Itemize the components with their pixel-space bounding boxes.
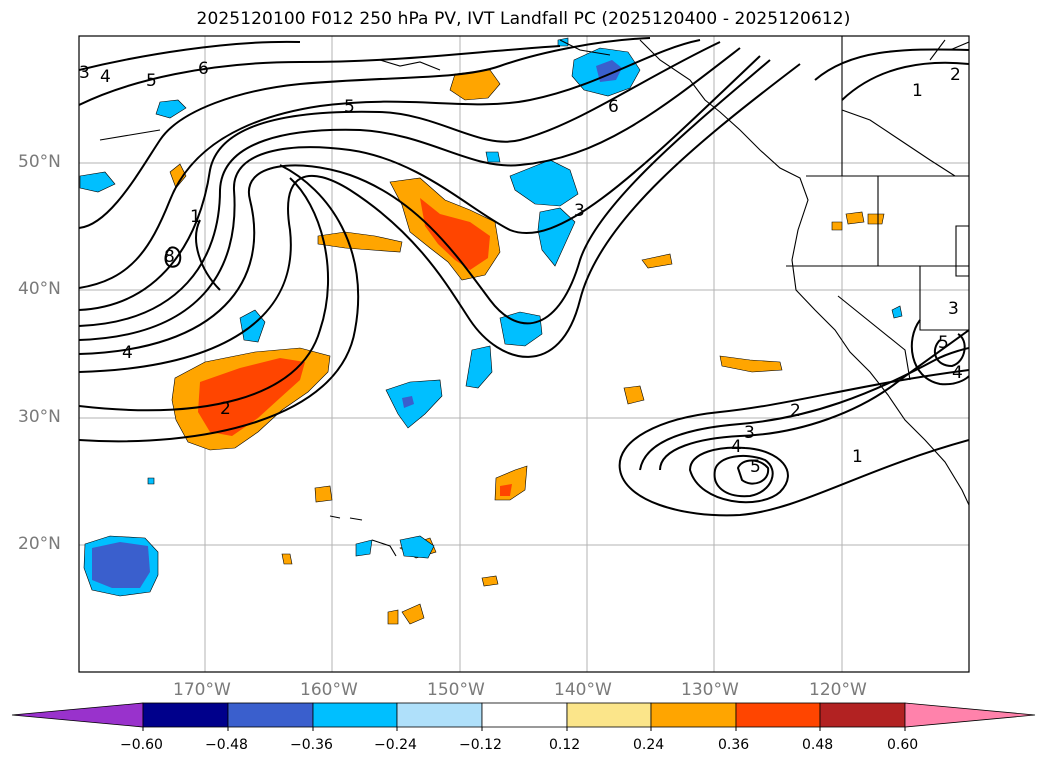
contour-label: 2 — [220, 399, 231, 419]
contour-label: 2 — [950, 65, 961, 85]
contour-label: 5 — [146, 71, 157, 91]
contour-label: 4 — [122, 343, 133, 363]
lat-label-40n: 40°N — [18, 279, 61, 299]
colorbar-tick: 0.12 — [549, 737, 581, 753]
lon-label-140w: 140°W — [554, 680, 612, 700]
lon-label-130w: 130°W — [681, 680, 739, 700]
colorbar-tick: 0.24 — [633, 737, 665, 753]
positive-pc-red — [198, 198, 512, 496]
contour-label: 8 — [164, 247, 175, 267]
contour-label: 5 — [750, 457, 761, 477]
contour-label: 2 — [790, 401, 801, 421]
contour-label: 3 — [79, 63, 90, 83]
colorbar-tick: −0.24 — [374, 737, 417, 753]
coastlines — [99, 36, 969, 557]
contour-label: 3 — [744, 423, 755, 443]
colorbar — [11, 702, 1036, 731]
colorbar-tick: −0.60 — [120, 737, 163, 753]
colorbar-tick: −0.12 — [459, 737, 502, 753]
gridlines — [79, 36, 969, 672]
lon-label-120w: 120°W — [809, 680, 867, 700]
contour-label: 6 — [198, 59, 209, 79]
lon-label-150w: 150°W — [427, 680, 485, 700]
contour-label: 5 — [344, 97, 355, 117]
contour-label: 1 — [852, 447, 863, 467]
colorbar-tick: 0.36 — [718, 737, 750, 753]
lon-label-160w: 160°W — [300, 680, 358, 700]
contour-label: 3 — [948, 299, 959, 319]
lat-label-20n: 20°N — [18, 534, 61, 554]
map-title: 2025120100 F012 250 hPa PV, IVT Landfall… — [196, 9, 851, 29]
map-background — [79, 36, 969, 672]
contour-label: 1 — [912, 81, 923, 101]
colorbar-extend-low — [11, 702, 144, 728]
contour-label: 5 — [938, 333, 949, 353]
map-frame — [78, 35, 970, 673]
contour-label: 6 — [608, 97, 619, 117]
colorbar-extend-high — [904, 702, 1036, 728]
contour-label: 4 — [100, 67, 111, 87]
contour-label: 4 — [952, 363, 963, 383]
lon-label-170w: 170°W — [173, 680, 231, 700]
pv-contours — [79, 37, 969, 517]
colorbar-tick: 0.60 — [887, 737, 919, 753]
contour-labels: 1 2 3 4 5 6 5 3 4 2 3 4 5 8 1 2 3 4 5 1 … — [79, 59, 963, 477]
lat-label-50n: 50°N — [18, 152, 61, 172]
contour-label: 3 — [574, 201, 585, 221]
contour-label: 1 — [190, 207, 201, 227]
colorbar-tick: −0.36 — [290, 737, 333, 753]
colorbar-tick: 0.48 — [802, 737, 834, 753]
contour-label: 4 — [731, 437, 742, 457]
lat-label-30n: 30°N — [18, 407, 61, 427]
colorbar-tick: −0.48 — [205, 737, 248, 753]
